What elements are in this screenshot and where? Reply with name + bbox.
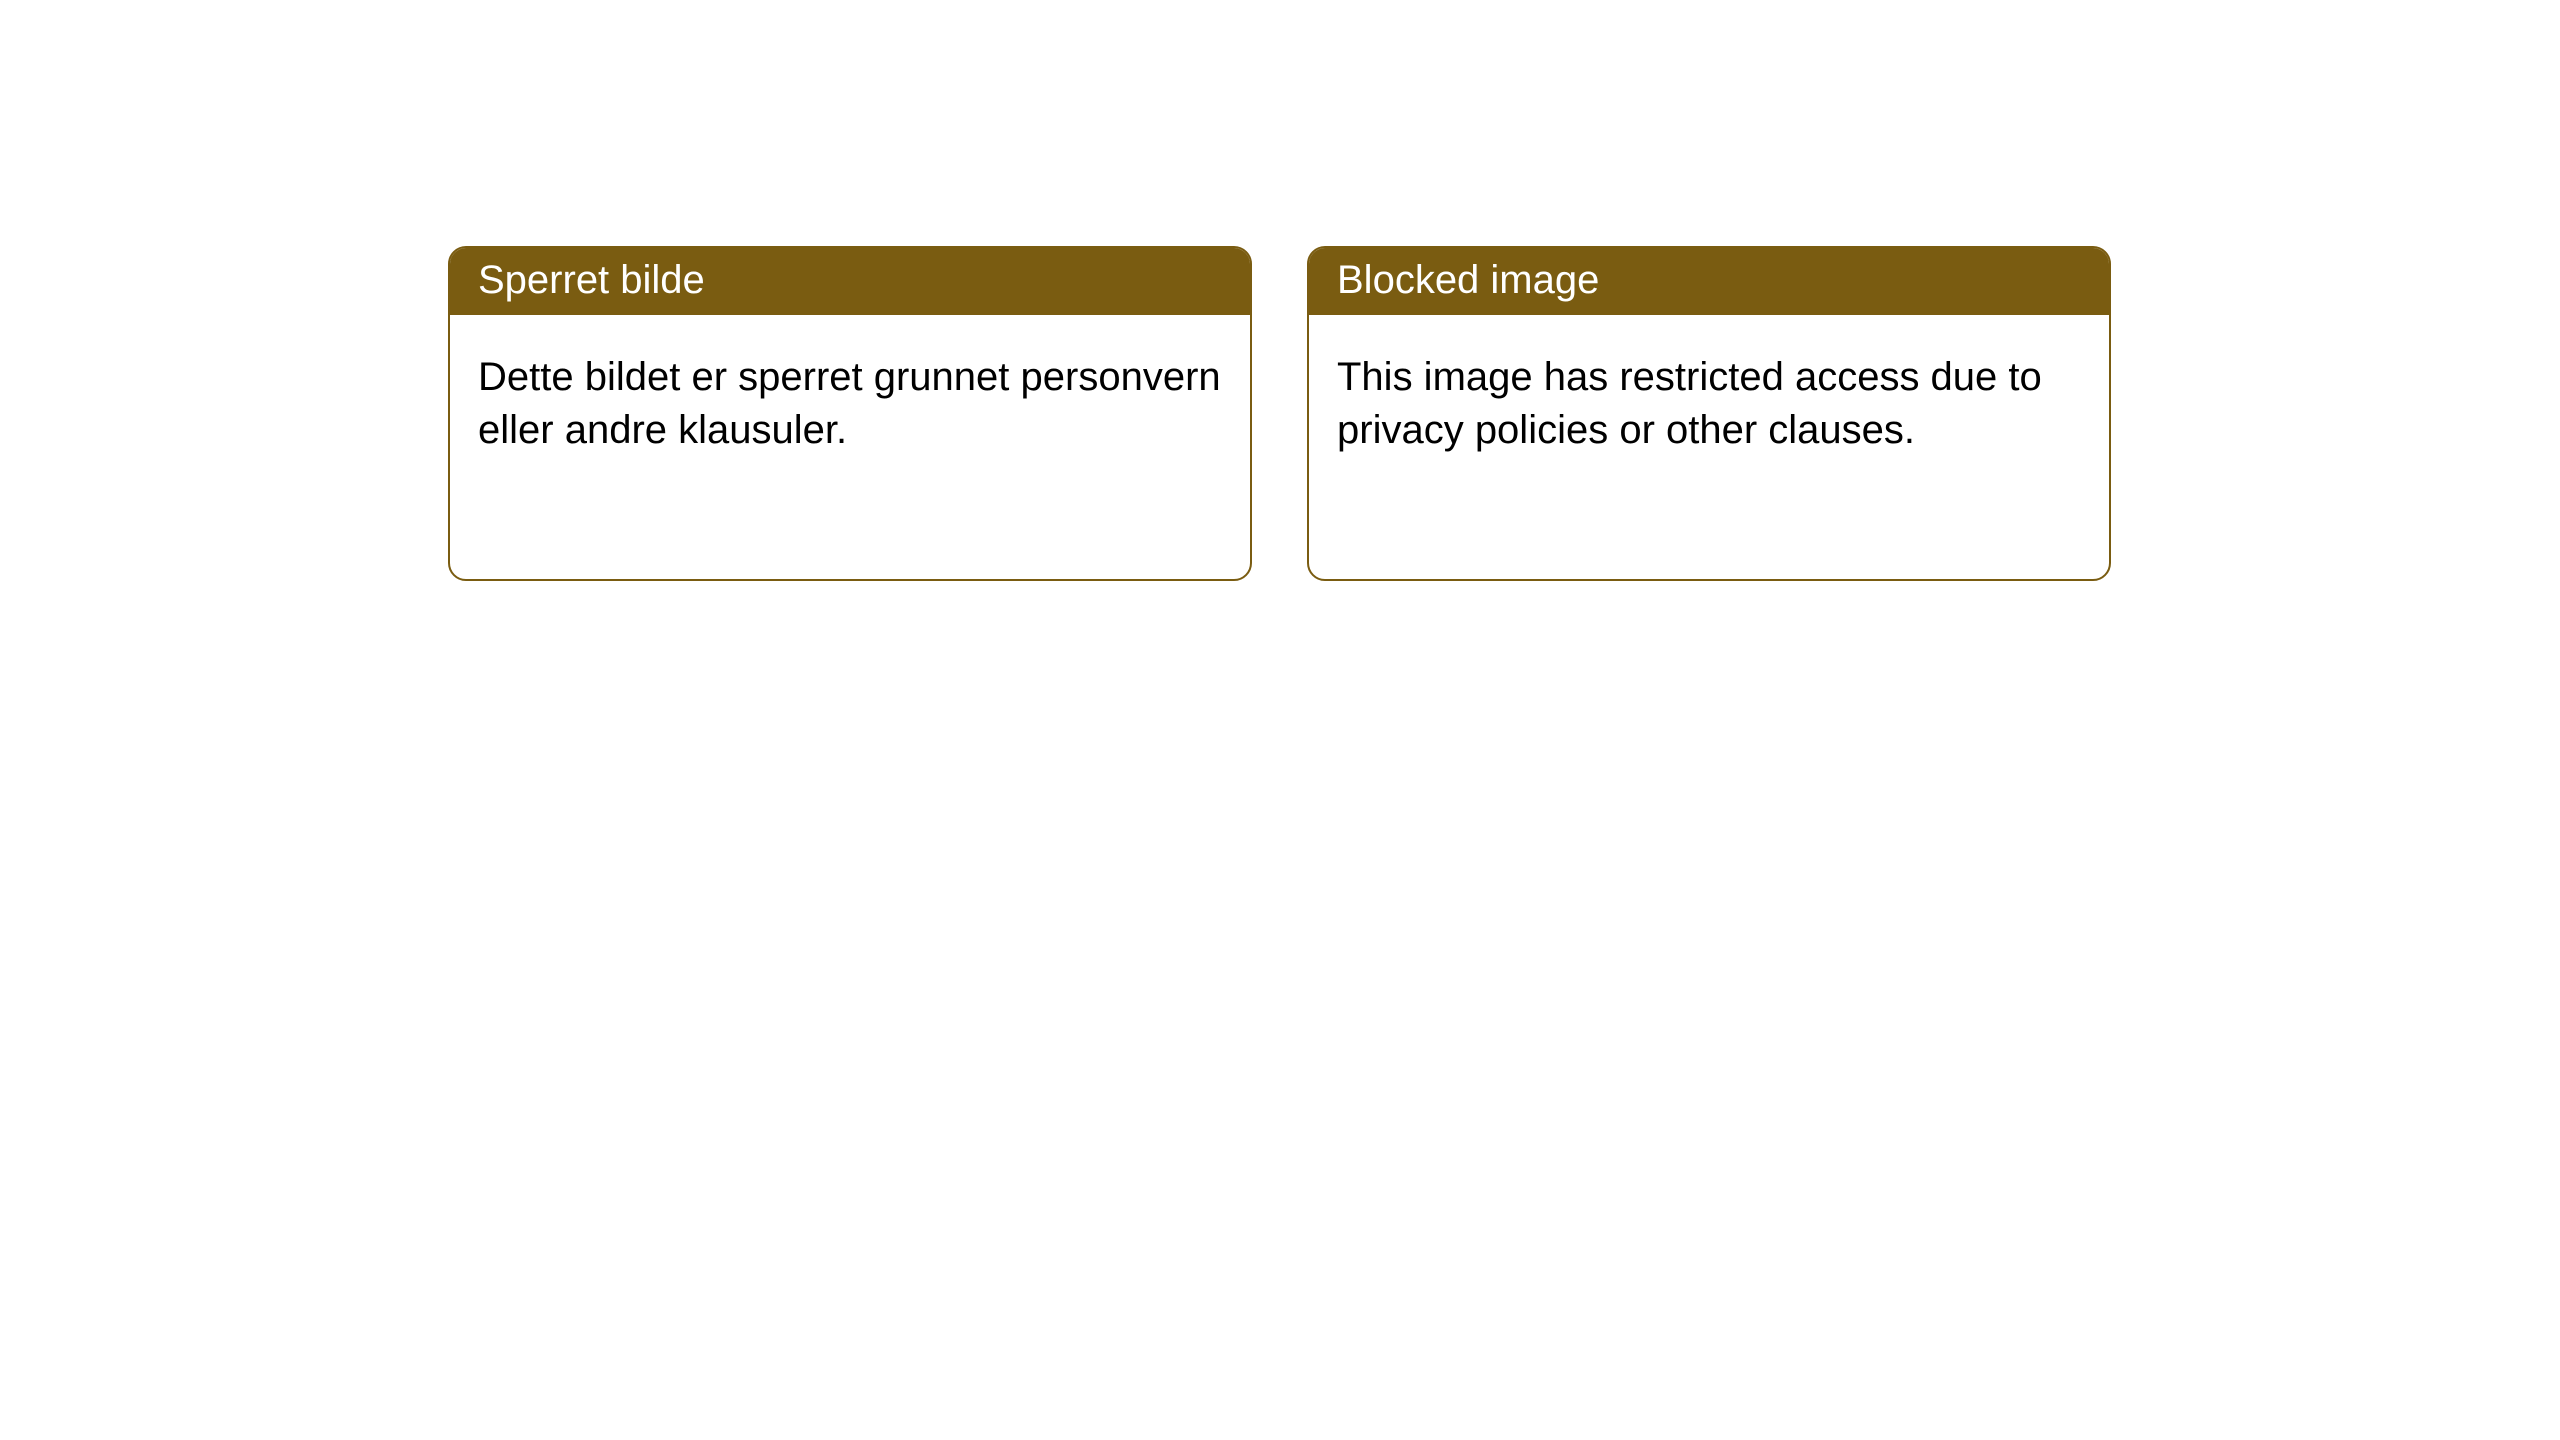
notice-body: This image has restricted access due to … (1309, 315, 2109, 485)
notice-title: Blocked image (1337, 258, 1599, 302)
notice-card-norwegian: Sperret bilde Dette bildet er sperret gr… (448, 246, 1252, 581)
notice-header: Sperret bilde (450, 248, 1250, 315)
notice-card-english: Blocked image This image has restricted … (1307, 246, 2111, 581)
notice-message: Dette bildet er sperret grunnet personve… (478, 355, 1221, 452)
notice-title: Sperret bilde (478, 258, 705, 302)
notice-message: This image has restricted access due to … (1337, 355, 2042, 452)
notice-container: Sperret bilde Dette bildet er sperret gr… (448, 246, 2111, 581)
notice-body: Dette bildet er sperret grunnet personve… (450, 315, 1250, 485)
notice-header: Blocked image (1309, 248, 2109, 315)
